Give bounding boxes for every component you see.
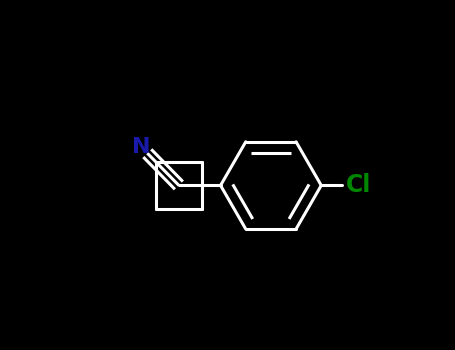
Text: N: N: [132, 137, 151, 157]
Text: Cl: Cl: [345, 173, 371, 197]
